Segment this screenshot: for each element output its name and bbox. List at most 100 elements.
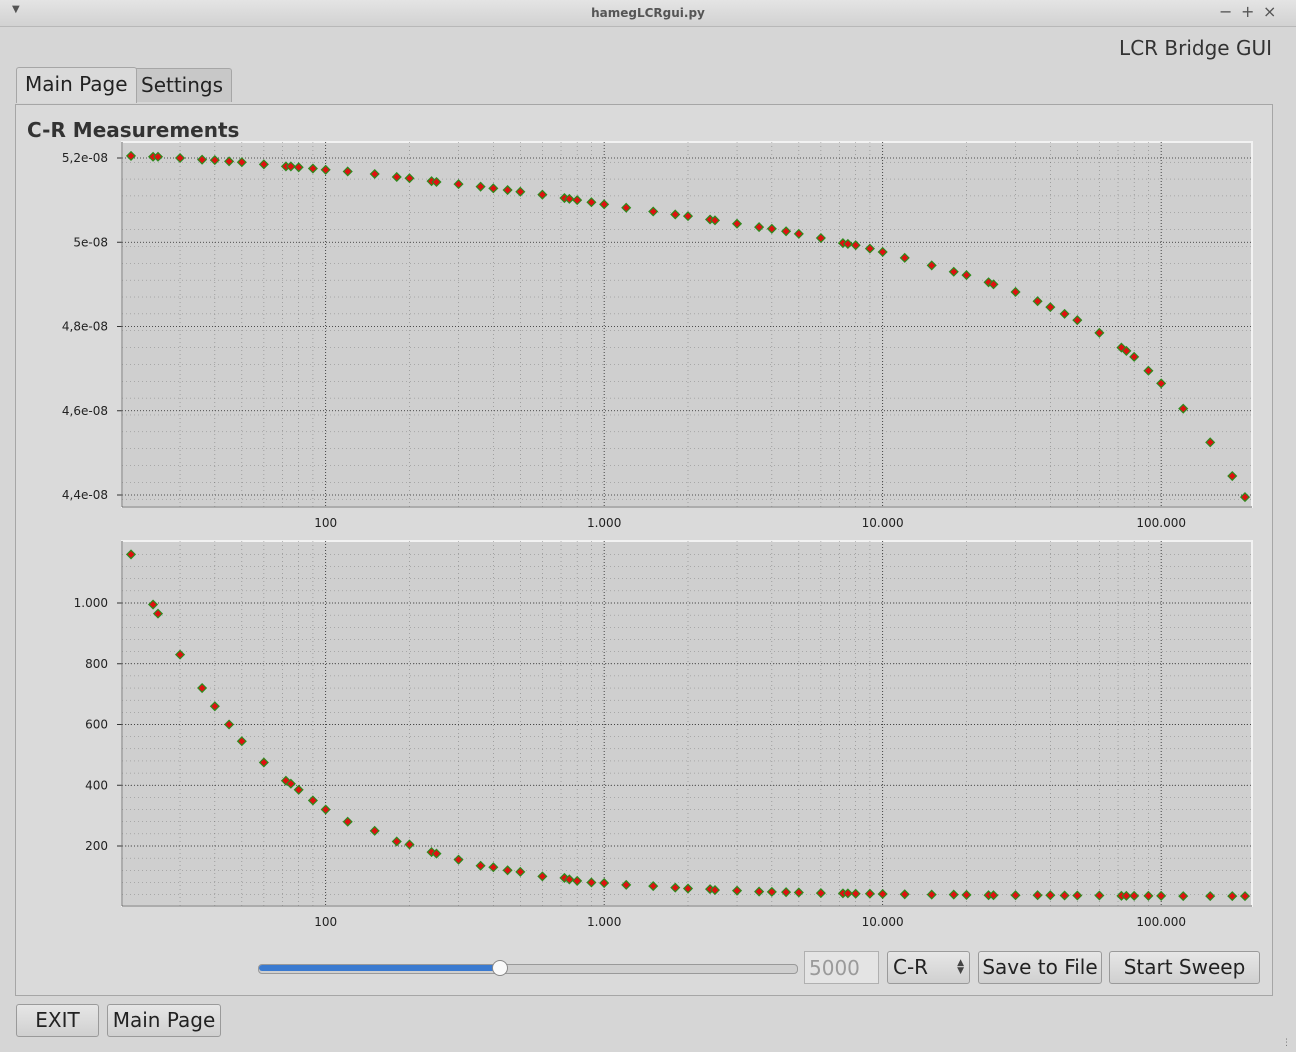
data-point	[670, 882, 681, 893]
data-point	[899, 889, 910, 900]
data-point	[599, 199, 610, 210]
data-point	[988, 890, 999, 901]
data-point	[564, 874, 575, 885]
data-point	[586, 877, 597, 888]
x-tick-label: 1.000	[587, 516, 621, 530]
data-point	[224, 719, 235, 730]
slider-track[interactable]	[258, 964, 798, 974]
data-point	[564, 193, 575, 204]
x-tick-label: 10.000	[862, 915, 904, 929]
data-point	[1178, 891, 1189, 902]
data-point	[1094, 327, 1105, 338]
data-point	[537, 189, 548, 200]
exit-button[interactable]: EXIT	[16, 1004, 99, 1037]
mode-select[interactable]: C-R ▲ ▼	[887, 951, 970, 984]
y-tick-label: 5,2e-08	[62, 151, 108, 165]
data-point	[586, 197, 597, 208]
data-point	[572, 195, 583, 206]
data-point	[285, 161, 296, 172]
data-point	[709, 884, 721, 896]
data-point	[1143, 890, 1154, 901]
data-point	[1156, 890, 1167, 901]
data-point	[258, 757, 269, 768]
data-point	[404, 173, 415, 184]
x-tick-label: 100.000	[1136, 915, 1186, 929]
data-point	[391, 836, 402, 847]
data-point	[648, 206, 659, 217]
data-point	[293, 162, 304, 173]
data-point	[1129, 351, 1140, 362]
data-point	[1129, 890, 1140, 901]
data-point	[475, 181, 486, 192]
data-point	[1094, 890, 1105, 901]
data-point	[342, 166, 353, 177]
data-point	[1239, 891, 1251, 902]
y-tick-label: 4,6e-08	[62, 404, 108, 418]
data-point	[754, 886, 765, 897]
chevron-down-icon[interactable]: ▼	[12, 4, 20, 15]
spinner-arrows-icon: ▲ ▼	[957, 958, 964, 976]
window-title: hamegLCRgui.py	[591, 6, 705, 20]
data-point	[709, 215, 721, 226]
data-point	[152, 608, 164, 619]
data-point	[224, 156, 235, 167]
data-point	[125, 150, 137, 161]
data-point	[599, 878, 610, 889]
save-to-file-button[interactable]: Save to File	[978, 951, 1102, 984]
data-point	[899, 252, 910, 263]
data-point	[1178, 403, 1189, 414]
x-tick-label: 100.000	[1136, 516, 1186, 530]
app-heading: LCR Bridge GUI	[1119, 36, 1272, 60]
data-point	[1205, 437, 1216, 448]
data-point	[258, 159, 269, 170]
frequency-slider[interactable]	[258, 960, 798, 976]
frequency-field[interactable]: 5000	[804, 951, 879, 984]
data-point	[670, 209, 681, 220]
data-point	[488, 183, 499, 194]
data-point	[988, 279, 999, 290]
y-tick-label: 1.000	[74, 596, 108, 610]
close-icon[interactable]: ×	[1263, 2, 1277, 21]
data-point	[307, 163, 318, 174]
data-point	[236, 736, 247, 747]
data-point	[515, 866, 526, 877]
data-point	[1227, 891, 1238, 902]
data-point	[648, 881, 659, 892]
data-point	[682, 211, 694, 222]
maximize-icon[interactable]: +	[1241, 2, 1255, 21]
main-page-button[interactable]: Main Page	[107, 1004, 221, 1037]
minimize-icon[interactable]: −	[1219, 2, 1233, 21]
data-point	[1239, 492, 1251, 503]
plot-area-2	[121, 540, 1253, 907]
data-point	[815, 888, 826, 899]
x-tick-label: 100	[314, 915, 337, 929]
data-point	[369, 825, 380, 836]
data-point	[864, 888, 875, 899]
data-point	[948, 889, 959, 900]
data-point	[815, 232, 826, 244]
start-sweep-button[interactable]: Start Sweep	[1109, 951, 1260, 984]
data-point	[1045, 302, 1056, 313]
resize-grip-icon[interactable]: ⋮	[1282, 1038, 1291, 1048]
data-point	[766, 886, 777, 897]
slider-handle[interactable]	[492, 960, 508, 976]
tab-settings[interactable]: Settings	[132, 68, 233, 102]
tab-main-page[interactable]: Main Page	[16, 67, 137, 103]
data-point	[926, 889, 937, 900]
data-point	[1032, 890, 1043, 901]
data-point	[1121, 345, 1132, 356]
data-point	[1205, 891, 1216, 902]
data-point	[559, 872, 570, 883]
x-tick-label: 10.000	[862, 516, 904, 530]
data-point	[285, 778, 296, 789]
data-point	[515, 186, 526, 197]
data-point	[125, 549, 137, 560]
data-point	[280, 775, 291, 786]
y-tick-label: 800	[85, 657, 108, 671]
data-point	[391, 171, 402, 183]
mode-select-value: C-R	[893, 955, 929, 979]
data-point	[961, 270, 972, 281]
data-point	[877, 246, 888, 257]
data-point	[1143, 365, 1154, 376]
